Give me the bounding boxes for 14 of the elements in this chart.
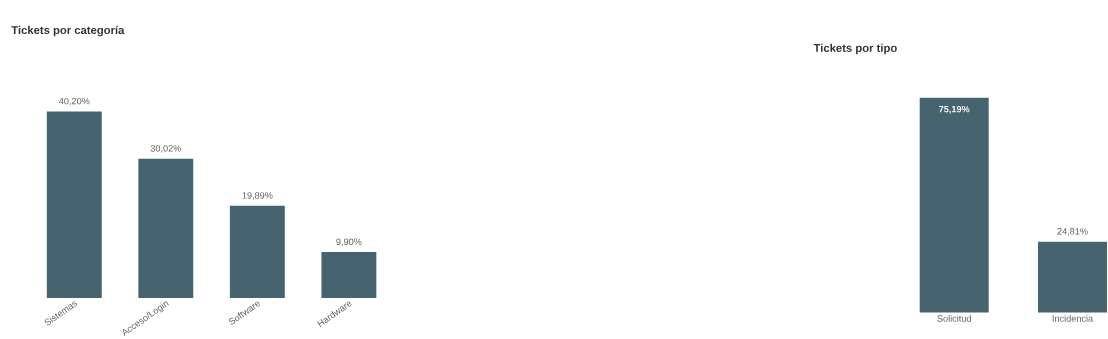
data-label: 30,02%	[150, 144, 182, 153]
bar	[138, 158, 194, 298]
chart-title: Tickets por tipo	[813, 43, 897, 55]
x-tick-label: Solicitud	[937, 314, 971, 322]
chart-title: Tickets por categoría	[11, 25, 125, 37]
bar	[321, 251, 377, 298]
x-tick-label: Incidencia	[1052, 314, 1094, 322]
bar	[229, 205, 285, 298]
data-label: 19,89%	[242, 191, 273, 200]
bar	[46, 111, 102, 298]
data-label: 24,81%	[1057, 227, 1088, 236]
data-label: 75,19%	[939, 105, 970, 114]
data-label: 9,90%	[336, 238, 362, 246]
data-label: 40,20%	[58, 97, 90, 106]
